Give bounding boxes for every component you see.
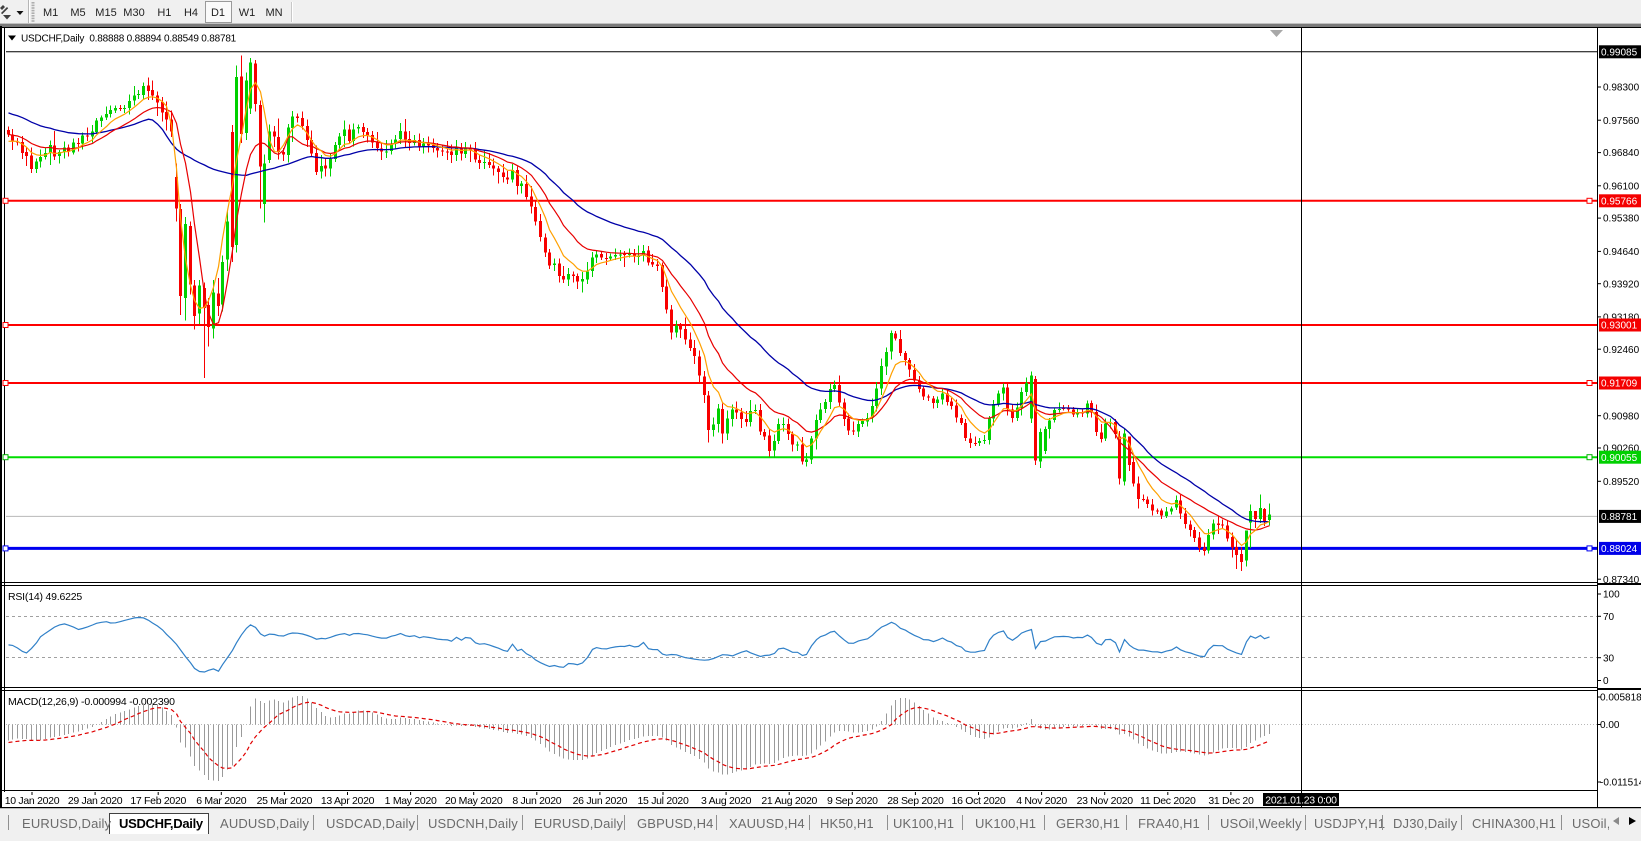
svg-text:4 Nov 2020: 4 Nov 2020 [1016,795,1067,807]
svg-text:1 May 2020: 1 May 2020 [385,795,437,807]
svg-text:11 Dec 2020: 11 Dec 2020 [1140,795,1196,807]
svg-text:0.89520: 0.89520 [1603,477,1640,488]
svg-text:30: 30 [1603,653,1615,664]
svg-text:25 Mar 2020: 25 Mar 2020 [257,795,313,807]
svg-text:15 Jul 2020: 15 Jul 2020 [638,795,689,807]
svg-text:0.93001: 0.93001 [1601,321,1638,332]
svg-text:0.005818: 0.005818 [1600,693,1641,704]
svg-text:70: 70 [1603,612,1615,623]
svg-text:0.93180: 0.93180 [1603,313,1640,324]
svg-text:RSI(14) 49.6225: RSI(14) 49.6225 [8,591,82,603]
svg-text:MACD(12,26,9) -0.000994 -0.002: MACD(12,26,9) -0.000994 -0.002390 [8,696,175,708]
svg-text:0.96100: 0.96100 [1603,181,1640,192]
svg-text:31 Dec 20: 31 Dec 20 [1208,795,1254,807]
svg-text:0.97560: 0.97560 [1603,116,1640,127]
svg-text:0: 0 [1603,676,1609,687]
svg-text:0.87340: 0.87340 [1603,575,1640,586]
svg-text:0.90980: 0.90980 [1603,411,1640,422]
svg-text:0.00: 0.00 [1600,720,1620,731]
svg-text:3 Aug 2020: 3 Aug 2020 [701,795,752,807]
svg-text:0.92460: 0.92460 [1603,345,1640,356]
svg-text:26 Jun 2020: 26 Jun 2020 [573,795,628,807]
svg-text:0.95766: 0.95766 [1601,196,1638,207]
svg-text:0.99085: 0.99085 [1601,47,1638,58]
svg-text:0.88024: 0.88024 [1601,544,1638,555]
svg-text:W1: W1 [239,7,256,19]
svg-text:100: 100 [1603,590,1620,601]
svg-text:-0.011514: -0.011514 [1600,778,1641,789]
svg-text:0.95380: 0.95380 [1603,214,1640,225]
svg-text:M1: M1 [43,7,58,19]
svg-text:D1: D1 [211,7,225,19]
svg-text:0.91709: 0.91709 [1601,379,1638,390]
svg-text:M5: M5 [70,7,85,19]
svg-text:2021.01.23 0:00: 2021.01.23 0:00 [1265,795,1337,807]
svg-text:8 Jun 2020: 8 Jun 2020 [512,795,561,807]
svg-text:0.96840: 0.96840 [1603,148,1640,159]
svg-text:H1: H1 [157,7,171,19]
svg-text:0.90260: 0.90260 [1603,444,1640,455]
svg-text:H4: H4 [184,7,198,19]
svg-text:20 May 2020: 20 May 2020 [445,795,503,807]
svg-text:0.93920: 0.93920 [1603,279,1640,290]
svg-text:16 Oct 2020: 16 Oct 2020 [952,795,1006,807]
svg-text:17 Feb 2020: 17 Feb 2020 [130,795,186,807]
svg-text:0.94640: 0.94640 [1603,247,1640,258]
svg-text:0.98300: 0.98300 [1603,83,1640,94]
svg-text:0.90055: 0.90055 [1601,453,1638,464]
svg-text:21 Aug 2020: 21 Aug 2020 [761,795,817,807]
svg-text:29 Jan 2020: 29 Jan 2020 [68,795,123,807]
svg-text:M15: M15 [95,7,116,19]
svg-text:10 Jan 2020: 10 Jan 2020 [5,795,60,807]
svg-text:0.88781: 0.88781 [1601,512,1638,523]
svg-text:23 Nov 2020: 23 Nov 2020 [1077,795,1134,807]
svg-text:28 Sep 2020: 28 Sep 2020 [887,795,944,807]
svg-text:USDCHF,Daily 0.88888 0.88894: USDCHF,Daily 0.88888 0.88894 0.88549 0.8… [21,34,237,45]
svg-text:MN: MN [265,7,282,19]
svg-text:13 Apr 2020: 13 Apr 2020 [321,795,375,807]
svg-text:M30: M30 [123,7,144,19]
svg-text:9 Sep 2020: 9 Sep 2020 [827,795,878,807]
svg-text:6 Mar 2020: 6 Mar 2020 [196,795,247,807]
